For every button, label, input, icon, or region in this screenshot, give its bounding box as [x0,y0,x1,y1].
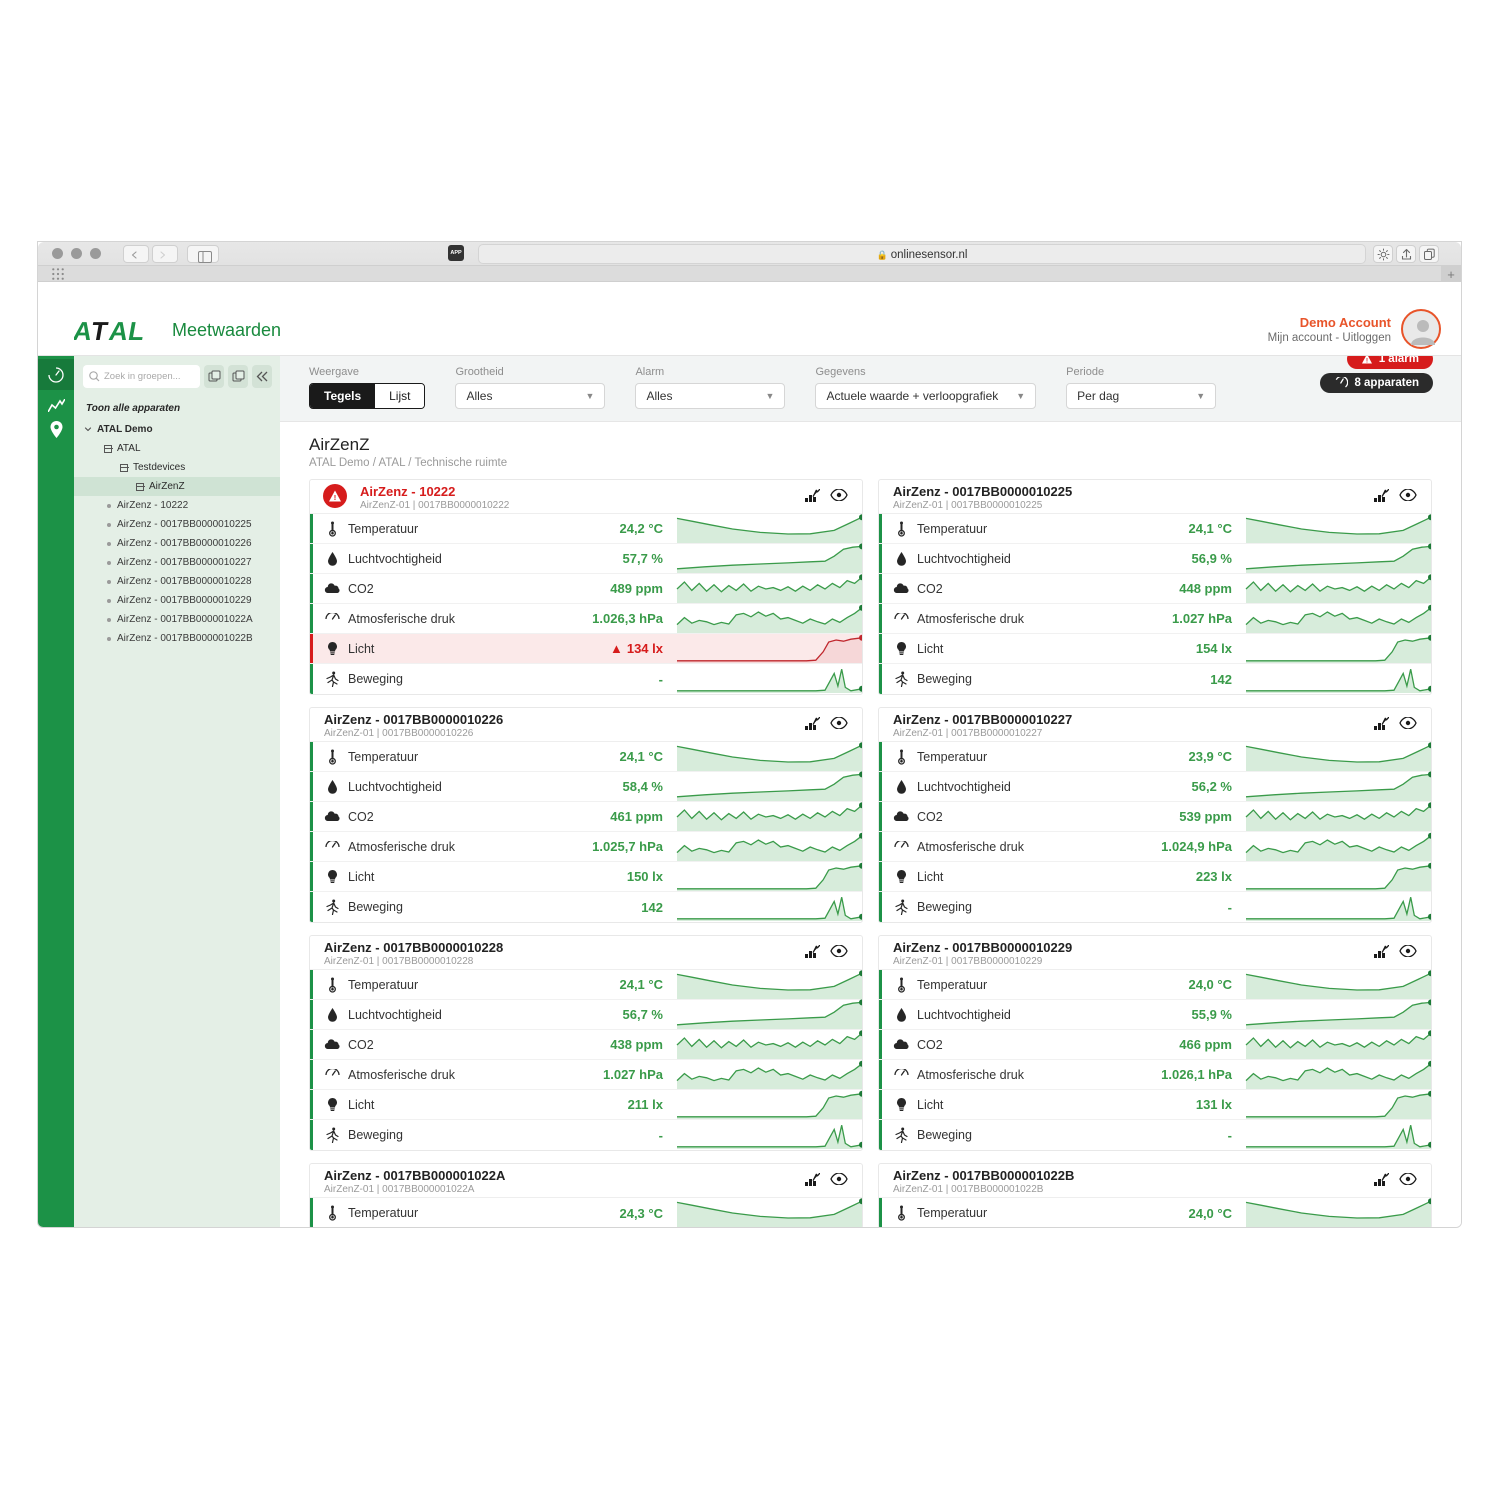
svg-text:L: L [126,317,147,346]
svg-text:!: ! [334,493,337,502]
svg-text:!: ! [1366,359,1368,365]
